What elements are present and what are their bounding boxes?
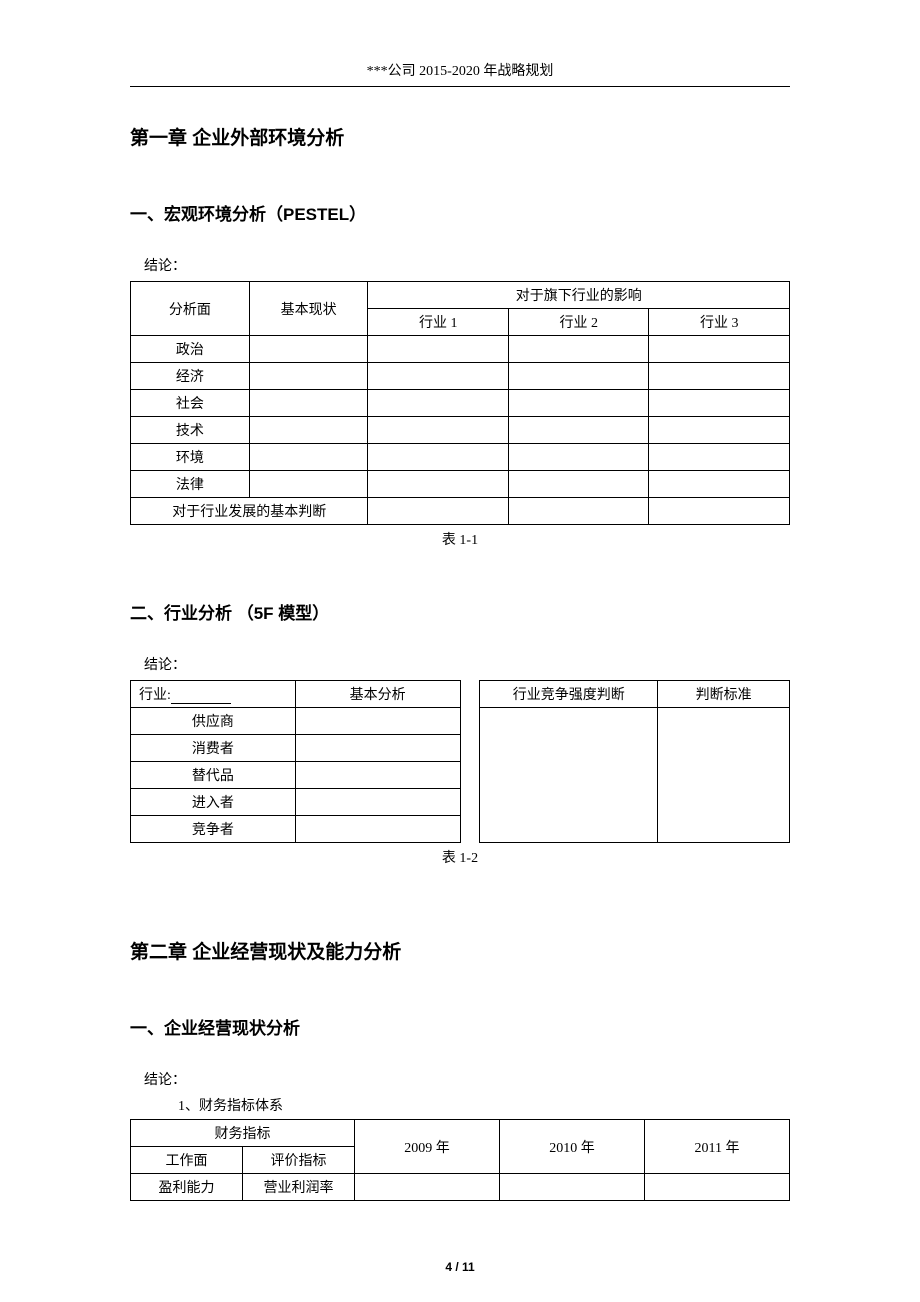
five-forces-row-label: 替代品 xyxy=(131,762,296,789)
five-forces-row-label: 供应商 xyxy=(131,708,296,735)
section-2-1-subheading: 1、财务指标体系 xyxy=(178,1095,790,1115)
col-work-area: 工作面 xyxy=(131,1147,243,1174)
pestel-row-label: 环境 xyxy=(131,444,250,471)
table-row: 对于行业发展的基本判断 xyxy=(131,498,790,525)
table-row: 政治 xyxy=(131,336,790,363)
pestel-footer-label: 对于行业发展的基本判断 xyxy=(131,498,368,525)
table-1-2-caption: 表 1-2 xyxy=(130,847,790,867)
table-row: 财务指标 2009 年 2010 年 2011 年 xyxy=(131,1120,790,1147)
page-number: 4 / 11 xyxy=(0,1260,920,1274)
five-forces-row-label: 竞争者 xyxy=(131,816,296,843)
pestel-row-label: 社会 xyxy=(131,390,250,417)
running-header: ***公司 2015-2020 年战略规划 xyxy=(130,60,790,87)
col-industry-2: 行业 2 xyxy=(508,309,649,336)
fin-row-work: 盈利能力 xyxy=(131,1174,243,1201)
col-criteria: 判断标准 xyxy=(658,681,790,708)
chapter-2-title: 第二章 企业经营现状及能力分析 xyxy=(130,937,790,964)
table-row: 环境 xyxy=(131,444,790,471)
section-1-1-title: 一、宏观环境分析（PESTEL） xyxy=(130,200,790,225)
col-year-2011: 2011 年 xyxy=(644,1120,789,1174)
col-industry-blank: 行业: xyxy=(131,681,296,708)
col-status: 基本现状 xyxy=(249,282,368,336)
pestel-row-label: 经济 xyxy=(131,363,250,390)
col-impact-group: 对于旗下行业的影响 xyxy=(368,282,790,309)
table-row: 经济 xyxy=(131,363,790,390)
pestel-row-label: 政治 xyxy=(131,336,250,363)
fin-row-eval: 营业利润率 xyxy=(243,1174,355,1201)
col-year-2009: 2009 年 xyxy=(355,1120,500,1174)
col-year-2010: 2010 年 xyxy=(500,1120,645,1174)
col-competition-intensity: 行业竞争强度判断 xyxy=(480,681,658,708)
col-industry-3: 行业 3 xyxy=(649,309,790,336)
five-forces-table: 行业: 基本分析 行业竞争强度判断 判断标准 供应商 消费者 替代品 进入者 xyxy=(130,680,790,843)
pestel-table: 分析面 基本现状 对于旗下行业的影响 行业 1 行业 2 行业 3 政治 经济 … xyxy=(130,281,790,525)
col-financial-group: 财务指标 xyxy=(131,1120,355,1147)
section-2-1-title: 一、企业经营现状分析 xyxy=(130,1014,790,1039)
document-page: ***公司 2015-2020 年战略规划 第一章 企业外部环境分析 一、宏观环… xyxy=(0,0,920,1302)
chapter-1-title: 第一章 企业外部环境分析 xyxy=(130,123,790,150)
industry-prefix: 行业: xyxy=(139,688,171,703)
pestel-row-label: 技术 xyxy=(131,417,250,444)
five-forces-row-label: 消费者 xyxy=(131,735,296,762)
table-1-1-caption: 表 1-1 xyxy=(130,529,790,549)
section-2-1-conclusion-label: 结论： xyxy=(144,1069,790,1089)
financial-table: 财务指标 2009 年 2010 年 2011 年 工作面 评价指标 盈利能力 … xyxy=(130,1119,790,1201)
table-row: 分析面 基本现状 对于旗下行业的影响 xyxy=(131,282,790,309)
criteria-merged-cell xyxy=(658,708,790,843)
pestel-row-label: 法律 xyxy=(131,471,250,498)
intensity-merged-cell xyxy=(480,708,658,843)
section-1-2-conclusion-label: 结论： xyxy=(144,654,790,674)
table-row: 行业: 基本分析 行业竞争强度判断 判断标准 xyxy=(131,681,790,708)
col-basic-analysis: 基本分析 xyxy=(295,681,460,708)
section-1-1-conclusion-label: 结论： xyxy=(144,255,790,275)
five-forces-row-label: 进入者 xyxy=(131,789,296,816)
table-row: 盈利能力 营业利润率 xyxy=(131,1174,790,1201)
table-row: 社会 xyxy=(131,390,790,417)
table-row: 法律 xyxy=(131,471,790,498)
table-row: 技术 xyxy=(131,417,790,444)
section-1-2-title: 二、行业分析 （5F 模型） xyxy=(130,599,790,624)
table-row: 供应商 xyxy=(131,708,790,735)
col-eval-metric: 评价指标 xyxy=(243,1147,355,1174)
col-aspect: 分析面 xyxy=(131,282,250,336)
blank-underline xyxy=(171,690,231,704)
col-industry-1: 行业 1 xyxy=(368,309,509,336)
